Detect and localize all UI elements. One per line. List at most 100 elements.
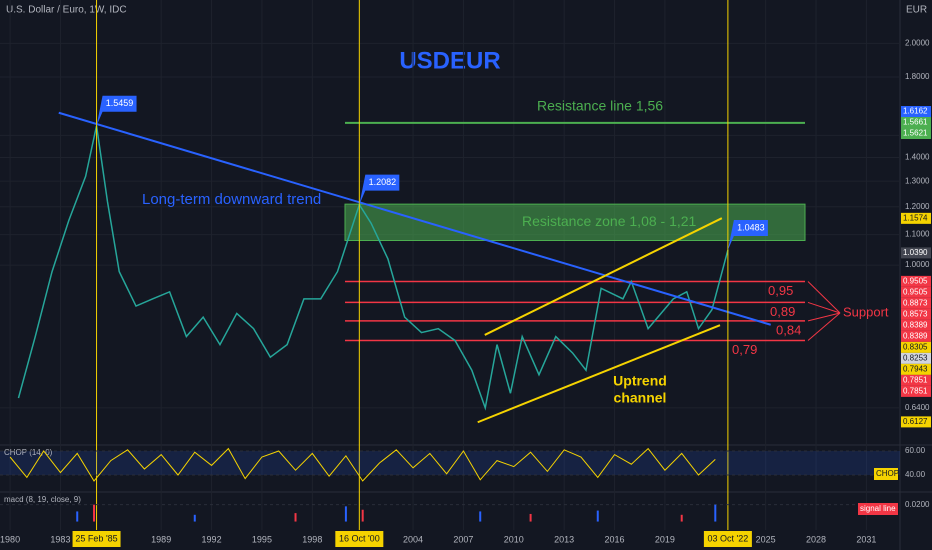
price-tag-label: 0.8305 [903,343,928,352]
channel-label: channel [614,390,667,406]
price-tag [901,286,931,298]
pane-tick-label: 40.00 [905,470,926,479]
pane-label: macd (8, 19, close, 9) [4,495,81,504]
symbol: USDEUR [399,47,500,74]
x-tick-label: 2025 [756,534,776,544]
price-tag-label: 1.5621 [903,129,928,138]
pane-label: CHOP (14, 0) [4,448,53,457]
trend-label: Long-term downward trend [142,191,321,208]
price-tag-label: 1.5661 [903,118,928,127]
support-arrow [807,281,841,314]
y-axis-label: EUR [906,5,927,16]
x-tick-label: 2019 [655,534,675,544]
price-tag-label: 0.9505 [903,276,928,285]
y-tick-label: 1.8000 [905,72,930,81]
y-tick-label: 1.4000 [905,153,930,162]
price-tag [901,374,931,386]
x-tick-label: 2010 [504,534,524,544]
support-label: Support [843,304,889,319]
y-tick-label: 1.3000 [905,176,930,185]
support-level-label: 0,89 [770,304,795,319]
price-tag-label: 0.9505 [903,287,928,296]
chart-title: U.S. Dollar / Euro, 1W, IDC [6,5,127,16]
price-tag [901,128,931,140]
pane-tag [858,503,898,515]
price-tag [901,106,931,118]
y-tick-label: 1.2000 [905,202,930,211]
price-tag [901,385,931,397]
pane-tick-label: 0.0200 [905,500,930,509]
chop-line [9,447,716,482]
date-label: 16 Oct '00 [339,533,380,543]
resistance-zone-label: Resistance zone 1,08 - 1,21 [522,213,697,229]
price-tag [901,308,931,320]
date-box [703,531,752,547]
price-tag-label: 0.6127 [903,417,928,426]
x-tick-label: 1989 [151,534,171,544]
channel-lower [477,324,721,424]
price-tag-label: 0.8389 [903,321,928,330]
x-tick-label: 1995 [252,534,272,544]
pane-tick-label: 60.00 [905,446,926,455]
price-tag [901,247,931,259]
x-tick-label: 2016 [605,534,625,544]
price-callout [359,174,400,205]
x-tick-label: 2028 [806,534,826,544]
x-tick-label: 2013 [554,534,574,544]
pane-tag [874,468,898,480]
x-tick-label: 1998 [302,534,322,544]
price-tag [901,352,931,364]
price-tag-label: 0.8253 [903,354,928,363]
resistance-line-label: Resistance line 1,56 [537,98,663,114]
price-tag-label: 0.8873 [903,298,928,307]
price-tag-label: 0.7851 [903,387,928,396]
price-tag [901,319,931,331]
date-label: 25 Feb '85 [75,533,117,543]
support-arrow [807,301,841,314]
channel-label: Uptrend [613,373,667,389]
support-level-label: 0,79 [732,342,757,357]
price-callout-label: 1.5459 [106,98,134,108]
x-tick-label: 2007 [453,534,473,544]
price-tag [901,212,931,224]
price-tag-label: 0.8389 [903,332,928,341]
price-tag [901,341,931,353]
pane-tag-label: signal line [860,504,896,513]
price-tag [901,330,931,342]
y-tick-label: 0.6400 [905,403,930,412]
price-tag [901,416,931,428]
price-tag-label: 0.8573 [903,310,928,319]
price-tag [901,297,931,309]
x-tick-label: 1980 [0,534,20,544]
y-tick-label: 1.0000 [905,260,930,269]
channel-upper [484,217,723,336]
price-line [17,125,729,411]
price-tag-label: 0.7851 [903,376,928,385]
date-box [335,531,384,547]
x-tick-label: 2004 [403,534,423,544]
pane-band [0,451,900,475]
price-callout [96,95,137,126]
pane-tag-label: CHOP [876,469,899,478]
trend-line [58,111,771,326]
price-tag-label: 1.0390 [903,248,928,257]
price-tag [901,275,931,287]
price-tag-label: 1.1574 [903,213,928,222]
x-tick-label: 1992 [202,534,222,544]
y-tick-label: 2.0000 [905,38,930,47]
x-tick-label: 1983 [50,534,70,544]
support-level-label: 0,95 [768,283,793,298]
support-arrow [807,312,841,322]
price-tag [901,117,931,129]
date-label: 03 Oct '22 [708,533,749,543]
date-box [72,531,121,547]
y-tick-label: 1.1000 [905,230,930,239]
price-tag-label: 0.7943 [903,365,928,374]
price-callout [727,220,768,251]
price-callout-label: 1.0483 [737,222,765,232]
x-tick-label: 2031 [856,534,876,544]
price-tag-label: 1.6162 [903,107,928,116]
price-callout-label: 1.2082 [369,177,397,187]
